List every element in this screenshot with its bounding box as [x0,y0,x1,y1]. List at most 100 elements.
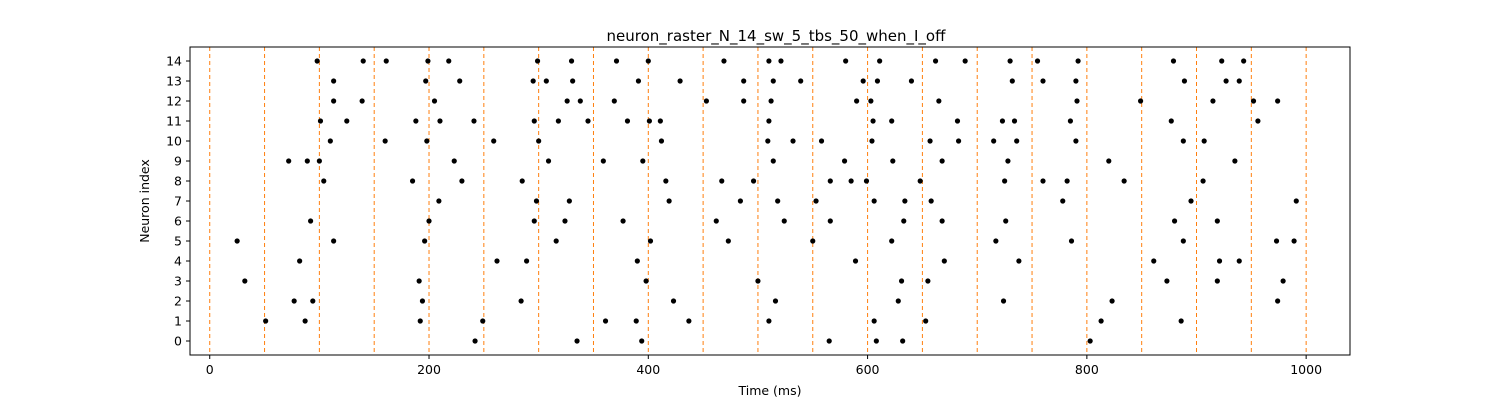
spike-point [737,198,743,204]
spike-point [868,98,874,104]
spike-point [1164,278,1170,284]
spike-point [327,138,333,144]
plot-frame [189,46,1351,356]
spike-point [713,218,719,224]
spike-point [1109,298,1115,304]
spike-point [291,298,297,304]
spike-point [331,78,337,84]
spike-point [1275,98,1281,104]
spike-point [766,318,772,324]
y-axis-label: Neuron index [137,159,152,243]
spike-point [741,98,747,104]
spike-point [848,178,854,184]
spike-point [491,138,497,144]
y-tick-label: 13 [166,74,182,89]
y-tick-label: 1 [174,314,182,329]
spike-point [383,58,389,64]
spike-point [870,118,876,124]
x-tick-label: 0 [206,362,214,377]
spike-point [927,138,933,144]
spike-point [308,218,314,224]
spike-point [1137,98,1144,104]
spike-point [1074,98,1080,104]
spike-point [523,258,530,264]
spike-point [543,78,549,84]
spike-point [1236,78,1242,84]
spike-point [750,178,757,184]
spike-point [852,258,859,264]
spike-point [1236,258,1242,264]
spike-point [755,278,761,284]
spike-point [437,118,443,124]
spike-point [304,158,310,164]
spike-point [457,78,463,84]
spike-point [889,238,895,244]
chart-title: neuron_raster_N_14_sw_5_tbs_50_when_I_of… [607,27,947,46]
spike-point [1180,238,1186,244]
spike-point [471,118,477,124]
spike-point [422,238,428,244]
spike-point [645,58,651,64]
spike-point [570,78,576,84]
spike-point [936,98,942,104]
y-tick-label: 8 [174,174,182,189]
spike-point [234,238,240,244]
vertical-marker-lines [209,47,1307,355]
spike-point [725,238,731,244]
spike-point [459,178,465,184]
spike-point [634,258,640,264]
spike-point [359,98,365,104]
spike-point [1040,78,1046,84]
spike-point [643,278,649,284]
spike-point [417,318,423,324]
spike-point [314,58,320,64]
spike-point [670,298,677,304]
spike-point [639,338,645,344]
spike-point [768,98,774,104]
spike-point [1121,178,1127,184]
y-tick-label: 6 [174,214,182,229]
spike-point [955,138,962,144]
y-tick-label: 14 [166,54,182,69]
spike-point [923,318,929,324]
spike-point [843,58,849,64]
spike-point [778,58,784,64]
spike-point [901,218,907,224]
spike-point [1040,178,1046,184]
spike-point [531,118,537,124]
spike-point [898,278,905,284]
spike-point [1214,218,1220,224]
spike-point [413,118,419,124]
spike-point [686,318,692,324]
spike-point [1201,138,1207,144]
spike-point [1002,178,1008,184]
spike-point [1009,78,1015,84]
spike-point [657,118,663,124]
spike-point [1168,118,1174,124]
spike-point [770,78,776,84]
spike-point [874,78,881,84]
spike-point [1073,78,1079,84]
spike-point [1073,138,1079,144]
spike-point [1214,278,1220,284]
spike-point [928,198,934,204]
spike-point [1007,58,1013,64]
spike-point [640,158,646,164]
spike-point [941,258,947,264]
spike-point [519,178,525,184]
spike-point [1223,78,1229,84]
spike-point [827,178,833,184]
spike-point [810,238,816,244]
spike-point [721,58,727,64]
spike-point [663,178,669,184]
spike-point [873,338,879,344]
spike-point [770,158,776,164]
spike-point [1180,138,1186,144]
spike-point [1280,278,1286,284]
spike-point [765,138,771,144]
spike-point [566,198,572,204]
y-tick-label: 11 [166,114,182,129]
spike-point [658,138,665,144]
x-tick-label: 400 [636,362,660,377]
